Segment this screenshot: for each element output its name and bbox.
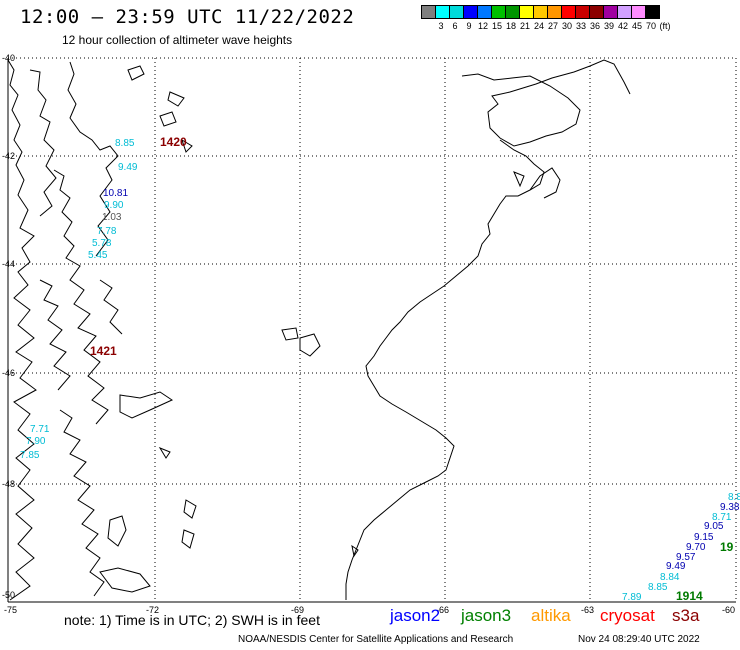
- lat-tick-label: -50: [2, 590, 15, 600]
- lon-tick-label: -69: [291, 605, 304, 615]
- swh-value: 9.38: [720, 502, 740, 513]
- lon-tick-label: -75: [4, 605, 17, 615]
- scale-label: 45: [631, 21, 643, 31]
- swh-value: 7.78: [97, 226, 117, 237]
- axis-labels: -40 -42 -44 -46 -48 -50 -75 -72 -69 -66 …: [2, 53, 735, 615]
- track-label: 1420: [160, 135, 187, 149]
- track-1420: 8.85 9.49 10.81 9.90 1.03 7.78 5.78 5.45…: [88, 135, 187, 261]
- scale-label: 15: [491, 21, 503, 31]
- swh-value: 9.49: [666, 561, 686, 572]
- lat-tick-label: -40: [2, 53, 15, 63]
- scale-swatch: [645, 5, 660, 19]
- track-1421: 7.71 7.90 7.85 1421: [20, 344, 117, 461]
- scale-label: 70: [645, 21, 657, 31]
- lon-tick-label: -60: [722, 605, 735, 615]
- track-label: 1421: [90, 344, 117, 358]
- scale-label: 3: [438, 21, 444, 31]
- scale-label: 18: [505, 21, 517, 31]
- lat-tick-label: -42: [2, 151, 15, 161]
- lon-tick-label: -72: [146, 605, 159, 615]
- plot-frame: [7, 58, 736, 603]
- scale-labels: 3 6 9 12 15 18 21 24 27 30 33 36 39 42 45 70 (ft): [421, 21, 740, 33]
- swh-value: 9.15: [694, 532, 714, 543]
- track-label: 1914: [676, 589, 703, 603]
- swh-value: 7.89: [622, 592, 642, 603]
- lon-tick-label: -63: [581, 605, 594, 615]
- lat-tick-label: -48: [2, 479, 15, 489]
- scale-label: 24: [533, 21, 545, 31]
- swh-value: 10.81: [103, 188, 128, 199]
- scale-label: 9: [466, 21, 472, 31]
- track-label: 19: [720, 540, 734, 554]
- lon-tick-label: -66: [436, 605, 449, 615]
- swh-value: 8.85: [115, 138, 135, 149]
- credit-text: NOAA/NESDIS Center for Satellite Applica…: [238, 634, 514, 645]
- wave-height-color-scale: 3 6 9 12 15 18 21 24 27 30 33 36 39 42 45 70 (ft): [421, 5, 671, 31]
- swh-value: 8.85: [648, 582, 668, 593]
- scale-label: 27: [547, 21, 559, 31]
- swh-value: 8.84: [660, 572, 680, 583]
- scale-label: 21: [519, 21, 531, 31]
- chile-coastline: [7, 59, 359, 601]
- footer-note: note: 1) Time is in UTC; 2) SWH is in fe…: [64, 612, 320, 628]
- map-subtitle: 12 hour collection of altimeter wave hei…: [62, 33, 293, 47]
- swh-value: 9.70: [686, 542, 706, 553]
- scale-label: 42: [617, 21, 629, 31]
- swh-value: 7.90: [26, 436, 46, 447]
- swh-value: 7.71: [30, 424, 50, 435]
- swh-value: 5.45: [88, 250, 108, 261]
- swh-value: 5.78: [92, 238, 112, 249]
- satellite-altika: altika: [531, 606, 571, 625]
- swh-value: 9.57: [676, 552, 696, 563]
- lat-tick-label: -44: [2, 259, 15, 269]
- scale-label: 6: [452, 21, 458, 31]
- satellite-jason2: jason2: [390, 606, 441, 625]
- track-1914: 7.89 8.85 8.84 9.49 9.57 9.70 9.15 9.05 …: [622, 492, 740, 603]
- satellite-s3a: s3a: [672, 606, 700, 625]
- scale-label: 36: [589, 21, 601, 31]
- scale-label: 33: [575, 21, 587, 31]
- generated-timestamp: Nov 24 08:29:40 UTC 2022: [578, 634, 700, 645]
- swh-value: 8.71: [712, 512, 732, 523]
- swh-value: 8.8: [728, 492, 740, 503]
- satellite-jason3: jason3: [461, 606, 512, 625]
- scale-label: 30: [561, 21, 573, 31]
- swh-value: 9.49: [118, 162, 138, 173]
- grid-lines: [8, 57, 737, 602]
- swh-value: 9.90: [104, 200, 124, 211]
- swh-value: 1.03: [102, 212, 122, 223]
- argentina-coastline: [345, 59, 631, 600]
- map-title: 12:00 – 23:59 UTC 11/22/2022: [20, 6, 355, 28]
- satellite-cryosat: cryosat: [600, 606, 655, 625]
- swh-value: 7.85: [20, 450, 40, 461]
- lat-tick-label: -46: [2, 368, 15, 378]
- swh-value: 9.05: [704, 521, 724, 532]
- scale-label: 39: [603, 21, 615, 31]
- scale-label: (ft): [659, 21, 671, 31]
- scale-label: 12: [477, 21, 489, 31]
- scale-swatches: [421, 5, 660, 19]
